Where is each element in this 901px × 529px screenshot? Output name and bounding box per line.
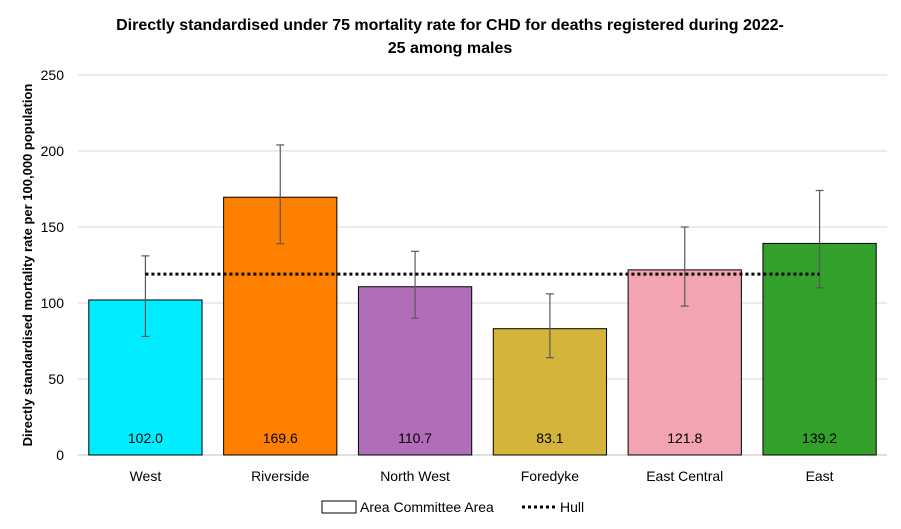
x-tick-foredyke: Foredyke xyxy=(521,468,580,484)
data-label-north-west: 110.7 xyxy=(398,430,432,446)
y-tick-100: 100 xyxy=(41,295,65,311)
error-bar-foredyke xyxy=(545,293,554,359)
legend-line-label: Hull xyxy=(560,499,584,515)
x-tick-east-central: East Central xyxy=(646,468,723,484)
legend-bar-swatch xyxy=(321,500,357,514)
x-tick-east: East xyxy=(806,468,834,484)
legend-bar-label: Area Committee Area xyxy=(360,499,494,515)
error-bar-north-west xyxy=(411,250,420,319)
data-label-west: 102.0 xyxy=(128,430,163,446)
data-label-east: 139.2 xyxy=(802,430,837,446)
y-tick-150: 150 xyxy=(41,219,65,235)
error-bar-riverside xyxy=(276,144,285,245)
x-tick-west: West xyxy=(130,468,162,484)
y-tick-0: 0 xyxy=(56,447,64,463)
y-axis-label: Directly standardised mortality rate per… xyxy=(20,84,35,447)
data-labels: 102.0 169.6 110.7 83.1 121.8 139.2 xyxy=(128,430,837,446)
x-tick-labels: West Riverside North West Foredyke East Cent… xyxy=(130,468,834,484)
y-tick-50: 50 xyxy=(48,371,64,387)
error-bar-west xyxy=(141,255,150,338)
error-bar-east-central xyxy=(680,226,689,307)
bars xyxy=(88,196,877,456)
y-tick-200: 200 xyxy=(41,143,65,159)
data-label-foredyke: 83.1 xyxy=(536,430,563,446)
x-tick-riverside: Riverside xyxy=(251,468,310,484)
chart-title-line-1: Directly standardised under 75 mortality… xyxy=(116,17,784,34)
error-bar-east xyxy=(815,189,824,289)
y-tick-250: 250 xyxy=(41,67,65,83)
legend: Area Committee Area Hull xyxy=(321,499,584,515)
chart-title-line-2: 25 among males xyxy=(388,40,513,57)
y-tick-labels: 0 50 100 150 200 250 xyxy=(41,67,65,463)
gridlines xyxy=(78,74,887,456)
error-bars xyxy=(141,144,824,359)
data-label-east-central: 121.8 xyxy=(667,430,702,446)
data-label-riverside: 169.6 xyxy=(263,430,298,446)
x-tick-north-west: North West xyxy=(380,468,450,484)
